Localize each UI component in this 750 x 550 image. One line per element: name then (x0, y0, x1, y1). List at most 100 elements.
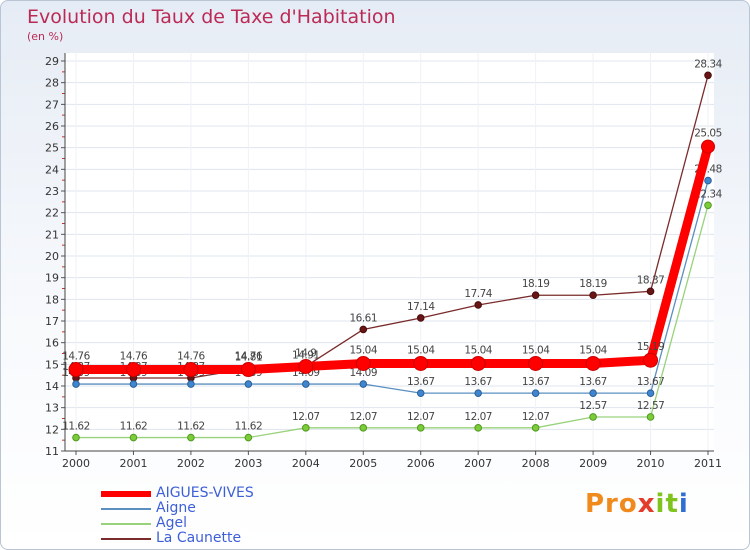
data-point-agel (359, 424, 368, 432)
data-label-la-caunette: 18.19 (522, 278, 550, 290)
legend-swatch-aigne (101, 508, 151, 510)
data-point-aigues-vives (470, 355, 486, 371)
data-label-la-caunette: 14.91 (292, 349, 320, 361)
data-label-la-caunette: 18.37 (637, 274, 665, 286)
x-tick-label-2010: 2010 (637, 457, 665, 470)
legend-label-aigne: Aigne (156, 500, 196, 516)
data-point-agel (72, 433, 80, 442)
series-aigues-vives: 14.76 14.76 14.76 14.76 14.9 15.04 15.04 15.04 1… (62, 128, 722, 378)
data-label-agel: 12.07 (349, 411, 377, 423)
legend-label-la-caunette: La Caunette (156, 530, 242, 546)
data-label-aigues-vives: 14.76 (120, 351, 148, 363)
data-point-agel (187, 433, 195, 442)
y-tick-label-19: 19 (45, 272, 59, 285)
data-point-la-caunette (646, 287, 655, 296)
data-point-aigues-vives (240, 362, 256, 378)
data-point-aigues-vives (68, 362, 84, 378)
series-line-aigne (75, 179, 709, 394)
x-tick-label-2009: 2009 (579, 457, 607, 470)
x-tick-label-2005: 2005 (349, 457, 377, 470)
data-point-agel (704, 201, 712, 210)
data-label-aigne: 13.67 (637, 376, 665, 388)
data-label-agel: 11.62 (235, 421, 263, 433)
y-tick-label-29: 29 (45, 55, 59, 68)
data-point-agel (531, 424, 540, 432)
plot-area (65, 53, 714, 451)
data-point-aigues-vives (585, 355, 601, 371)
data-label-aigues-vives: 15.19 (637, 341, 665, 353)
data-label-aigne: 13.67 (579, 376, 607, 388)
data-label-aigne: 13.67 (522, 376, 550, 388)
data-label-aigues-vives: 15.04 (464, 344, 492, 356)
data-point-aigues-vives (355, 355, 371, 371)
y-tick-label-11: 11 (45, 445, 59, 458)
y-tick-label-24: 24 (45, 163, 59, 176)
data-point-agel (129, 433, 138, 442)
legend-item-aigne[interactable]: Aigne (101, 500, 341, 517)
y-tick-label-22: 22 (45, 207, 59, 220)
data-label-la-caunette: 18.19 (579, 278, 607, 290)
y-tick-label-27: 27 (45, 98, 59, 111)
y-tick-label-12: 12 (45, 423, 59, 436)
chart-title: Evolution du Taux de Taxe d'Habitation (27, 6, 396, 28)
data-label-aigne: 13.67 (407, 376, 435, 388)
data-point-la-caunette (704, 71, 712, 80)
data-point-agel (416, 424, 425, 432)
data-point-la-caunette (589, 291, 597, 300)
legend-label-aigues-vives: AIGUES-VIVES (156, 485, 254, 501)
y-tick-label-18: 18 (45, 293, 59, 306)
data-label-agel: 12.07 (407, 411, 435, 423)
data-point-aigne (416, 389, 425, 397)
data-label-agel: 12.57 (637, 400, 665, 412)
x-tick-label-2008: 2008 (522, 457, 550, 470)
y-tick-label-25: 25 (45, 142, 59, 155)
data-point-agel (302, 424, 310, 432)
data-point-agel (646, 413, 655, 421)
y-tick-label-17: 17 (45, 315, 59, 328)
data-point-la-caunette (416, 314, 425, 322)
data-label-agel: 12.57 (579, 400, 607, 412)
data-point-aigne (359, 380, 368, 388)
data-label-aigues-vives: 14.9 (295, 348, 316, 360)
legend-item-aigues-vives[interactable]: AIGUES-VIVES (101, 485, 341, 502)
data-label-aigues-vives: 25.05 (694, 128, 722, 140)
data-point-aigues-vives (125, 362, 141, 378)
data-point-aigne (646, 389, 655, 397)
data-point-aigne (302, 380, 310, 388)
legend-swatch-la-caunette (101, 538, 151, 540)
data-point-la-caunette (359, 325, 368, 334)
data-label-la-caunette: 28.34 (694, 58, 722, 70)
data-label-agel: 12.07 (522, 411, 550, 423)
x-tick-label-2003: 2003 (234, 457, 262, 470)
x-tick-label-2004: 2004 (292, 457, 320, 470)
y-tick-label-26: 26 (45, 120, 59, 133)
y-tick-label-16: 16 (45, 337, 59, 350)
data-point-aigues-vives (643, 352, 659, 368)
data-point-aigues-vives (413, 355, 429, 371)
y-tick-label-21: 21 (45, 228, 59, 241)
chart-subtitle: (en %) (27, 30, 64, 43)
legend-item-la-caunette[interactable]: La Caunette (101, 530, 341, 547)
data-label-agel: 12.07 (464, 411, 492, 423)
x-tick-label-2007: 2007 (464, 457, 492, 470)
proxiti-logo: Proxiti (585, 489, 689, 519)
legend-item-agel[interactable]: Agel (101, 515, 341, 532)
data-label-la-caunette: 16.61 (349, 312, 377, 324)
data-label-aigne: 14.09 (349, 367, 377, 379)
legend-swatch-aigues-vives (101, 491, 151, 497)
data-point-aigne (72, 380, 80, 388)
data-label-aigues-vives: 14.76 (62, 351, 90, 363)
series-line-aigues-vives (71, 142, 713, 375)
series-line-la-caunette (75, 74, 709, 379)
x-tick-label-2002: 2002 (177, 457, 205, 470)
data-label-aigues-vives: 15.04 (407, 344, 435, 356)
data-label-aigues-vives: 15.04 (349, 344, 377, 356)
data-point-aigne (244, 380, 253, 388)
data-point-aigne (704, 176, 712, 185)
data-point-agel (244, 433, 253, 442)
y-tick-label-20: 20 (45, 250, 59, 263)
data-point-aigues-vives (528, 355, 544, 371)
data-point-agel (589, 413, 597, 421)
